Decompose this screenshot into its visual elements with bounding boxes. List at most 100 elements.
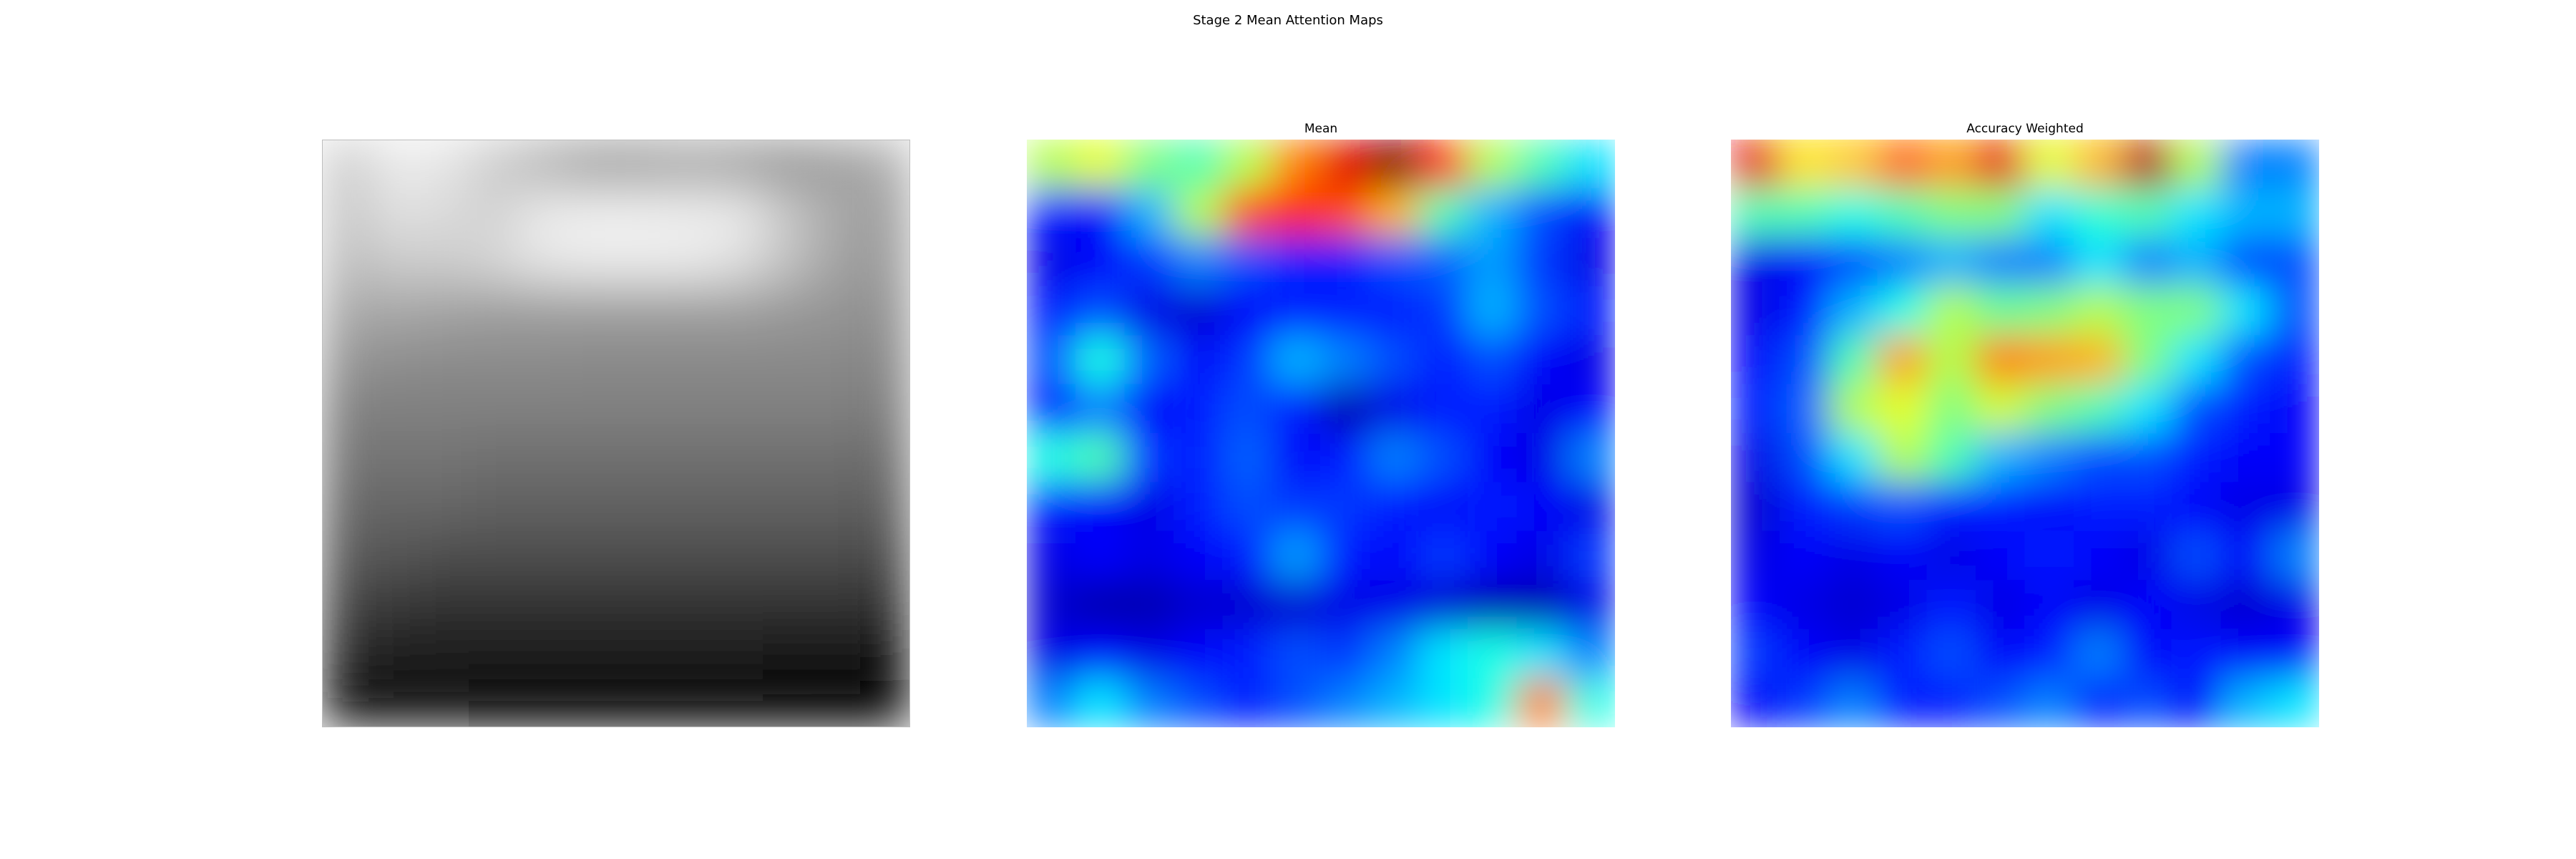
- heatmap-3-cell: [1976, 286, 2026, 336]
- heatmap-3-cell: [1926, 629, 1976, 679]
- heatmap-1-cell: [322, 384, 371, 434]
- heatmap-3-cell: [2122, 530, 2172, 581]
- heatmap-1-cell: [811, 678, 862, 727]
- heatmap-2-cell: [1516, 629, 1566, 679]
- heatmap-3-cell: [2270, 530, 2319, 581]
- heatmap-3-cell: [2220, 188, 2270, 238]
- heatmap-3-cell: [2270, 335, 2319, 385]
- heatmap-3-cell: [1878, 188, 1928, 238]
- heatmap-3-cell: [2122, 335, 2172, 385]
- heatmap-3-cell: [1878, 530, 1928, 581]
- heatmap-2-cell: [1320, 678, 1370, 727]
- heatmap-3-cell: [2074, 629, 2124, 679]
- heatmap-3-cell: [2024, 188, 2074, 238]
- heatmap-3-cell: [2024, 482, 2074, 532]
- heatmap-2-cell: [1272, 433, 1322, 483]
- heatmap-2-cell: [1174, 678, 1224, 727]
- heatmap-1-cell: [517, 433, 567, 483]
- heatmap-1-cell: [713, 286, 763, 336]
- heatmap-3-cell: [2220, 678, 2270, 727]
- heatmap-3-cell: [2172, 140, 2222, 189]
- heatmap-2-cell: [1075, 140, 1126, 189]
- heatmap-2-cell: [1370, 140, 1420, 189]
- heatmap-2-cell: [1370, 482, 1420, 532]
- heatmap-3-cell: [1976, 530, 2026, 581]
- heatmap-3-cell: [2122, 629, 2172, 679]
- heatmap-2-cell: [1418, 678, 1468, 727]
- heatmap-1-cell: [371, 237, 421, 287]
- heatmap-1-cell: [567, 286, 617, 336]
- heatmap-1-cell: [615, 335, 665, 385]
- heatmap-1-cell: [713, 678, 763, 727]
- heatmap-2-cell: [1272, 335, 1322, 385]
- heatmap-3-cell: [1976, 629, 2026, 679]
- heatmap-1-cell: [763, 530, 813, 581]
- heatmap-3-cell: [1828, 335, 1878, 385]
- image-border: [322, 140, 910, 727]
- heatmap-3-cell: [1976, 433, 2026, 483]
- heatmap-3-cell: [1878, 286, 1928, 336]
- heatmap-3-cell: [1780, 433, 1830, 483]
- heatmap-2-cell: [1075, 384, 1126, 434]
- heatmap-2-cell: [1222, 580, 1272, 630]
- heatmap-1-cell: [322, 530, 371, 581]
- heatmap-1-cell: [665, 433, 715, 483]
- heatmap-3-cell: [2270, 580, 2319, 630]
- heatmap-3-cell: [1828, 433, 1878, 483]
- heatmap-1-cell: [615, 580, 665, 630]
- heatmap-2-cell: [1027, 140, 1076, 189]
- heatmap-3-cell: [2220, 140, 2270, 189]
- heatmap-1-cell: [811, 286, 862, 336]
- heatmap-1-cell: [861, 629, 910, 679]
- heatmap-3-cell: [1926, 580, 1976, 630]
- heatmap-2-cell: [1272, 286, 1322, 336]
- heatmap-2-cell: [1516, 286, 1566, 336]
- heatmap-1-cell: [419, 678, 469, 727]
- heatmap-1-cell: [615, 237, 665, 287]
- heatmap-1-cell: [861, 140, 910, 189]
- heatmap-2-cell: [1272, 237, 1322, 287]
- heatmap-2-cell: [1370, 530, 1420, 581]
- heatmap-1-cell: [861, 678, 910, 727]
- heatmap-3-cell: [2122, 433, 2172, 483]
- heatmap-1-cell: [371, 433, 421, 483]
- heatmap-1-cell: [371, 140, 421, 189]
- heatmap-3-cell: [2024, 580, 2074, 630]
- heatmap-3-cell: [1926, 678, 1976, 727]
- heatmap-2-cell: [1222, 482, 1272, 532]
- heatmap-2-cell: [1320, 237, 1370, 287]
- heatmap-3-cell: [1780, 335, 1830, 385]
- heatmap-2-cell: [1272, 188, 1322, 238]
- heatmap-1-cell: [371, 482, 421, 532]
- heatmap-3-cell: [1926, 335, 1976, 385]
- heatmap-1-cell: [371, 629, 421, 679]
- heatmap-1-cell: [713, 482, 763, 532]
- heatmap-3-cell: [2172, 530, 2222, 581]
- heatmap-2-cell: [1418, 286, 1468, 336]
- heatmap-3-cell: [2074, 678, 2124, 727]
- heatmap-1-cell: [713, 433, 763, 483]
- heatmap-2-cell: [1124, 482, 1174, 532]
- heatmap-2-cell: [1174, 530, 1224, 581]
- heatmap-1-cell: [469, 629, 519, 679]
- heatmap-2-cell: [1320, 188, 1370, 238]
- heatmap-2-cell: [1222, 188, 1272, 238]
- heatmap-3-cell: [1828, 530, 1878, 581]
- heatmap-1-cell: [763, 433, 813, 483]
- heatmap-3-cell: [1731, 629, 1780, 679]
- heatmap-3-cell: [1780, 384, 1830, 434]
- heatmap-3-cell: [1828, 678, 1878, 727]
- heatmap-1-cell: [713, 140, 763, 189]
- heatmap-2-cell: [1027, 678, 1076, 727]
- heatmap-2-cell: [1124, 286, 1174, 336]
- heatmap-2-cell: [1418, 530, 1468, 581]
- heatmap-2-cell: [1468, 237, 1518, 287]
- heatmap-1-cell: [517, 140, 567, 189]
- heatmap-1-cell: [517, 530, 567, 581]
- heatmap-1-cell: [811, 384, 862, 434]
- heatmap-2-cell: [1566, 335, 1615, 385]
- heatmap-3-cell: [2122, 237, 2172, 287]
- heatmap-2-cell: [1075, 433, 1126, 483]
- heatmap-2-cell: [1418, 335, 1468, 385]
- heatmap-1-cell: [322, 629, 371, 679]
